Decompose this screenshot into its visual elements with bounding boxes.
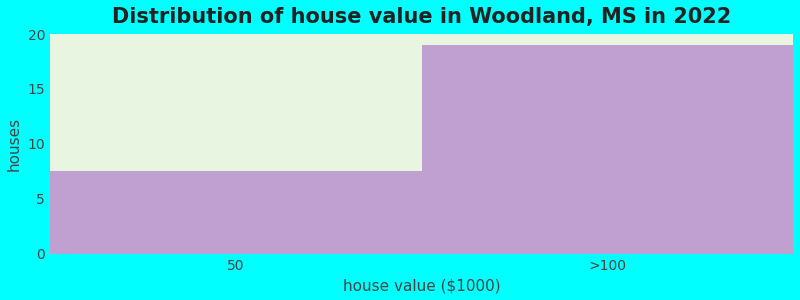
Bar [50, 171, 422, 254]
Title: Distribution of house value in Woodland, MS in 2022: Distribution of house value in Woodland,… [112, 7, 731, 27]
X-axis label: house value ($1000): house value ($1000) [342, 278, 500, 293]
Bar [422, 34, 793, 45]
Y-axis label: houses: houses [7, 117, 22, 171]
Bar [422, 45, 793, 253]
Bar [50, 34, 422, 171]
